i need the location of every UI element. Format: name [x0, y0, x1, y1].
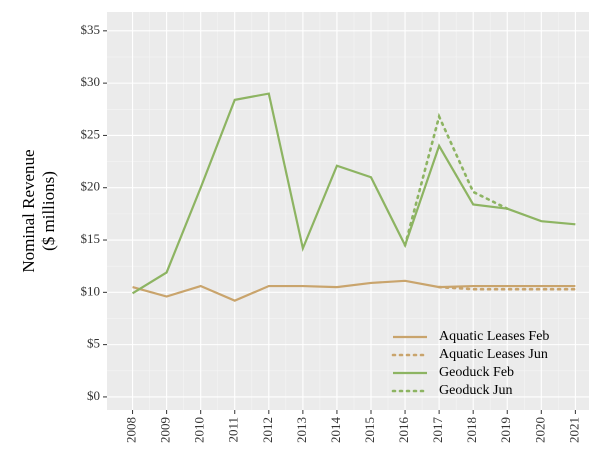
series-line: [132, 279, 576, 302]
y-tick-label: $35: [81, 22, 101, 37]
x-tick-label: 2018: [464, 417, 479, 443]
lines: [131, 92, 577, 302]
y-tick-label: $15: [81, 231, 101, 246]
x-tick-label: 2012: [260, 417, 275, 443]
legend-label: Geoduck Feb: [439, 365, 514, 380]
y-tick-label: $25: [81, 126, 101, 141]
legend-label: Geoduck Jun: [439, 383, 513, 398]
x-tick-label: 2015: [362, 417, 377, 443]
y-tick-label: $20: [81, 179, 101, 194]
y-label-line: ($ millions): [39, 171, 58, 251]
y-axis-title: Nominal Revenue ($ millions): [19, 149, 58, 272]
panel-background: [107, 12, 589, 410]
y-label-line: Nominal Revenue: [19, 149, 38, 272]
y-tick-label: $10: [81, 283, 101, 298]
x-tick-label: 2010: [192, 417, 207, 443]
y-tick-label: $30: [81, 74, 101, 89]
x-tick-label: 2021: [566, 417, 581, 443]
x-tick-label: 2011: [226, 417, 241, 443]
x-tick-label: 2014: [328, 417, 343, 444]
grid: [107, 12, 589, 410]
x-tick-label: 2008: [124, 417, 139, 443]
x-tick-label: 2019: [498, 417, 513, 443]
series-line: [403, 112, 509, 247]
series-line: [437, 285, 577, 291]
x-tick-label: 2016: [396, 417, 411, 444]
series-line: [131, 92, 576, 295]
x-tick-label: 2017: [430, 417, 445, 444]
y-tick-label: $0: [87, 388, 100, 403]
legend-label: Aquatic Leases Feb: [439, 329, 549, 344]
x-tick-label: 2013: [294, 417, 309, 443]
x-tick-label: 2020: [532, 417, 547, 443]
y-tick-label: $5: [87, 336, 100, 351]
legend-label: Aquatic Leases Jun: [439, 347, 548, 362]
x-tick-label: 2009: [158, 417, 173, 443]
